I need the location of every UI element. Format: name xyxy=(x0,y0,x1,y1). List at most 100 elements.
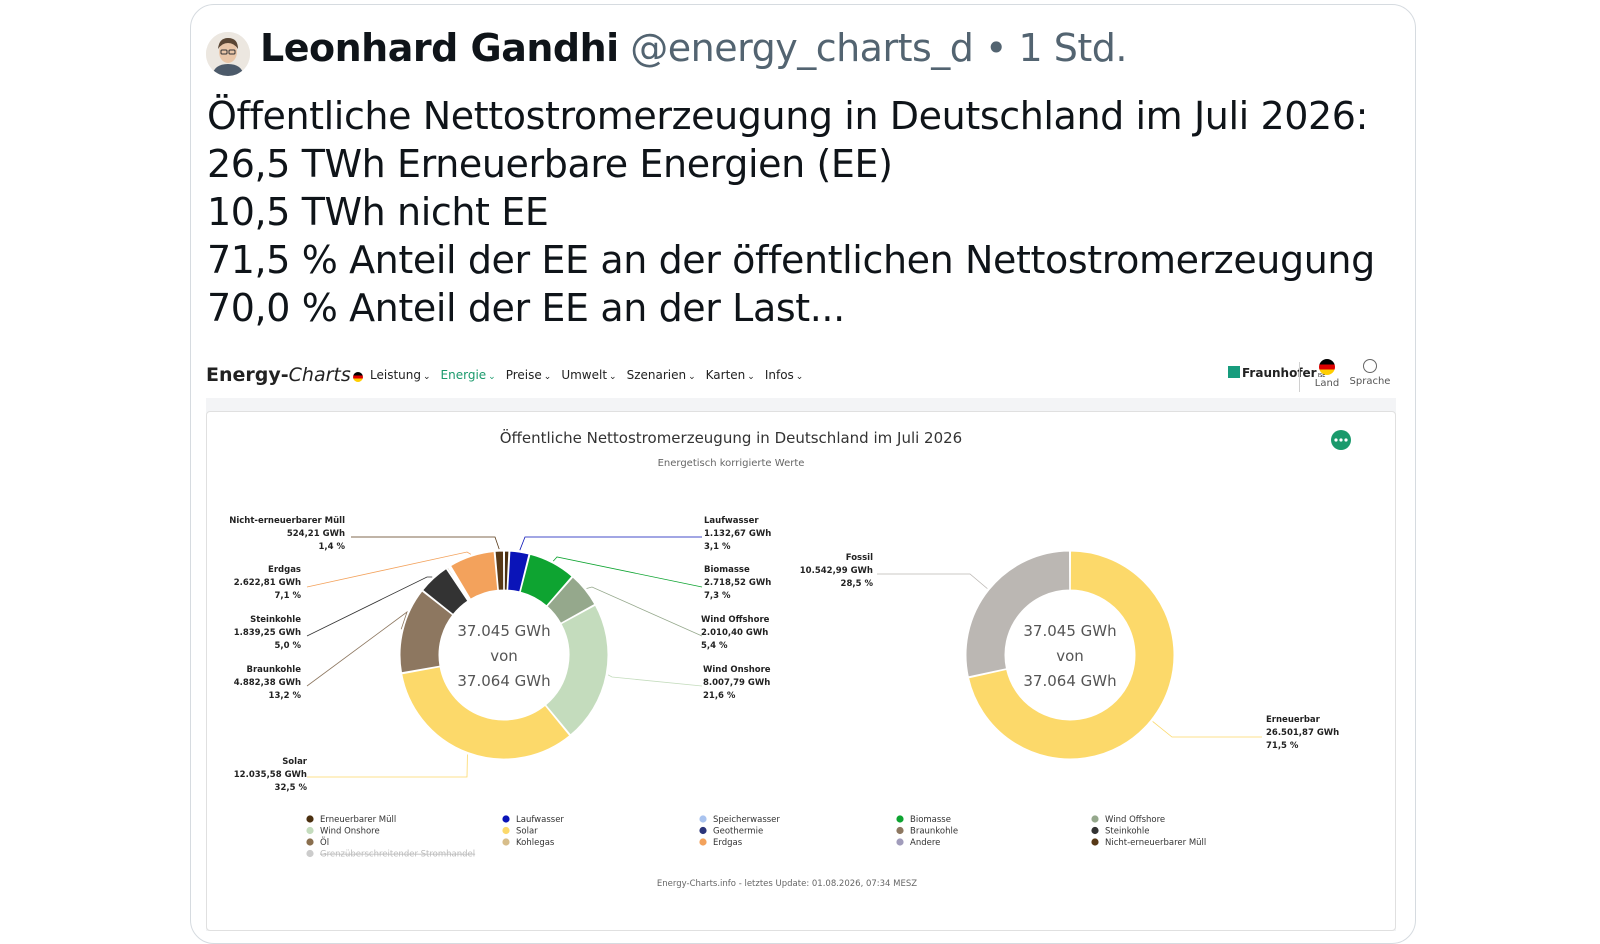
tweet-author: Leonhard Gandhi @energy_charts_d • 1 Std… xyxy=(260,26,1128,70)
author-handle[interactable]: @energy_charts_d xyxy=(630,26,974,70)
pie-slice-wind-offshore[interactable] xyxy=(546,576,596,624)
chart-screenshot[interactable]: Energy-Charts Leistung ⌄ Energie ⌄ Preise ⌄ Um… xyxy=(206,356,1396,931)
legend-item[interactable]: Solar xyxy=(502,827,538,837)
pie-slice-laufwasser[interactable] xyxy=(507,550,530,593)
pie-slice-solar[interactable] xyxy=(401,666,571,760)
tweet-line: 71,5 % Anteil der EE an der öffentlichen… xyxy=(207,238,1375,282)
donut-center-text: von xyxy=(490,647,518,665)
legend-label: Braunkohle xyxy=(910,827,958,837)
nav-divider xyxy=(1299,362,1300,392)
legend-item[interactable]: Erneuerbarer Müll xyxy=(306,815,396,825)
legend-item[interactable]: Nicht-erneuerbarer Müll xyxy=(1091,838,1206,848)
slice-label-value: 10.542,99 GWh xyxy=(800,566,873,576)
legend-item[interactable]: Braunkohle xyxy=(896,827,958,837)
slice-label-value: 2.010,40 GWh xyxy=(701,628,768,638)
country-selector[interactable]: Land xyxy=(1307,356,1347,389)
slice-label-percent: 5,4 % xyxy=(701,641,728,651)
legend-label: Andere xyxy=(910,838,940,848)
slice-label-name: Wind Offshore xyxy=(701,615,770,625)
legend-item[interactable]: Öl xyxy=(306,837,329,848)
pie-slice-steinkohle[interactable] xyxy=(421,567,469,616)
menu-item-label: Szenarien xyxy=(626,368,687,382)
slice-label-value: 26.501,87 GWh xyxy=(1266,728,1339,738)
connector-line xyxy=(607,674,703,687)
connector-line xyxy=(307,754,468,778)
menu-dot xyxy=(1344,438,1348,442)
slice-label-percent: 13,2 % xyxy=(269,691,302,701)
pie-slice-kohlegas[interactable] xyxy=(448,565,471,601)
connector-line xyxy=(552,556,703,588)
pie-slice-fossil[interactable] xyxy=(965,550,1071,678)
slice-label-percent: 71,5 % xyxy=(1266,741,1299,751)
legend-item[interactable]: Grenzüberschreitender Stromhandel xyxy=(306,850,475,860)
fraunhofer-mark-icon xyxy=(1228,366,1240,378)
pie-slice-nicht-erneuerbarer-müll[interactable] xyxy=(494,550,505,591)
slice-label-value: 1.132,67 GWh xyxy=(704,529,771,539)
chevron-down-icon: ⌄ xyxy=(747,372,755,382)
menu-item-label: Energie xyxy=(440,368,487,382)
pie-slice-erneuerbar[interactable] xyxy=(967,550,1175,760)
menu-item-karten[interactable]: Karten ⌄ xyxy=(706,368,755,382)
legend-item[interactable]: Wind Onshore xyxy=(306,827,380,837)
slice-label-value: 4.882,38 GWh xyxy=(234,678,301,688)
pie-generation-sources: Laufwasser 1.132,67 GWh 3,1 % Biomasse 2.718… xyxy=(229,516,771,793)
slice-label-name: Braunkohle xyxy=(246,665,301,675)
legend-item[interactable]: Wind Offshore xyxy=(1091,815,1165,825)
menu-item-energie[interactable]: Energie ⌄ xyxy=(441,368,496,382)
language-selector[interactable]: Sprache xyxy=(1345,356,1395,387)
slice-label-name: Wind Onshore xyxy=(703,665,771,675)
slice-label-name: Fossil xyxy=(846,553,873,563)
legend-item[interactable]: Andere xyxy=(896,838,940,848)
menu-item-label: Leistung xyxy=(370,368,421,382)
legend-label: Geothermie xyxy=(713,827,763,837)
fraunhofer-logo[interactable]: FraunhoferISE xyxy=(1228,366,1325,380)
avatar[interactable] xyxy=(206,32,250,76)
author-name[interactable]: Leonhard Gandhi xyxy=(260,26,619,70)
menu-item-szenarien[interactable]: Szenarien ⌄ xyxy=(627,368,696,382)
pie-slice-öl[interactable] xyxy=(446,566,470,602)
connector-line xyxy=(877,573,988,589)
donut-center-text: 37.064 GWh xyxy=(1023,672,1116,690)
chart-subtitle: Energetisch korrigierte Werte xyxy=(658,458,805,469)
pie-slice-wind-onshore[interactable] xyxy=(544,604,609,736)
pie-slice-erdgas[interactable] xyxy=(449,550,499,600)
site-navbar: Energy-Charts Leistung ⌄ Energie ⌄ Preise ⌄ Um… xyxy=(206,356,1396,398)
pie-slice-erneuerbarer-müll[interactable] xyxy=(503,550,510,591)
legend-marker-icon xyxy=(1091,826,1099,835)
legend-item[interactable]: Speicherwasser xyxy=(699,815,780,825)
pie-slice-biomasse[interactable] xyxy=(519,553,573,607)
menu-item-leistung[interactable]: Leistung ⌄ xyxy=(370,368,431,382)
slice-label-value: 1.839,25 GWh xyxy=(234,628,301,638)
legend-item[interactable]: Kohlegas xyxy=(502,838,555,848)
menu-item-umwelt[interactable]: Umwelt ⌄ xyxy=(561,368,616,382)
slice-label-value: 2.622,81 GWh xyxy=(234,578,301,588)
slice-label-percent: 3,1 % xyxy=(704,542,731,552)
menu-dot xyxy=(1339,438,1343,442)
menu-item-infos[interactable]: Infos ⌄ xyxy=(765,368,804,382)
donut-center-text: 37.064 GWh xyxy=(457,672,550,690)
partner-name: Fraunhofer xyxy=(1242,366,1317,380)
donut-center-text: von xyxy=(1056,647,1084,665)
german-flag-icon xyxy=(352,372,363,382)
tweet-time[interactable]: 1 Std. xyxy=(1018,26,1128,70)
legend-item[interactable]: Biomasse xyxy=(896,815,951,825)
chart-credits: Energy-Charts.info - letztes Update: 01.… xyxy=(657,879,917,889)
legend-item[interactable]: Geothermie xyxy=(699,827,763,837)
legend-item[interactable]: Erdgas xyxy=(699,838,743,848)
menu-item-label: Preise xyxy=(505,368,542,382)
slice-label-percent: 1,4 % xyxy=(318,542,345,552)
menu-item-label: Karten xyxy=(705,368,746,382)
legend-item[interactable]: Laufwasser xyxy=(502,815,564,825)
legend-label: Erneuerbarer Müll xyxy=(320,815,396,825)
pie-slice-braunkohle[interactable] xyxy=(399,590,454,674)
legend-item[interactable]: Steinkohle xyxy=(1091,826,1150,837)
connector-line xyxy=(306,576,433,637)
chart-svg: Öffentliche Nettostromerzeugung in Deuts… xyxy=(229,428,1351,889)
connector-line xyxy=(1152,721,1262,738)
german-flag-icon xyxy=(1319,359,1335,375)
chart-menu-button[interactable] xyxy=(1331,430,1351,450)
menu-item-preise[interactable]: Preise ⌄ xyxy=(506,368,552,382)
chart-legend: Erneuerbarer Müll Laufwasser Speicherwasse… xyxy=(306,815,1206,860)
site-logo[interactable]: Energy-Charts xyxy=(206,364,363,386)
tweet-line: 70,0 % Anteil der EE an der Last... xyxy=(207,286,845,330)
